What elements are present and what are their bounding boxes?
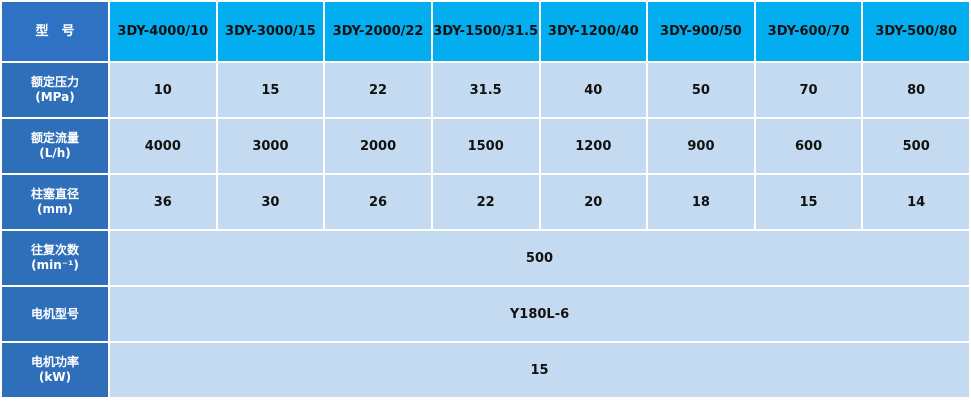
value-cell: 500 xyxy=(861,117,971,175)
value-cell: 15 xyxy=(753,173,864,231)
header-cell: 3DY-4000/10 xyxy=(108,0,218,63)
row-label-line: 电机功率 xyxy=(30,355,79,369)
row-label-line: 额定流量 xyxy=(30,131,79,145)
header-cell: 型 号 xyxy=(0,0,110,63)
header-cell: 3DY-900/50 xyxy=(646,0,756,63)
value-cell: 500 xyxy=(108,229,971,287)
row-label-line: 柱塞直径 xyxy=(30,187,79,201)
header-cell: 3DY-2000/22 xyxy=(323,0,433,63)
row-label-line: (kW) xyxy=(38,370,72,384)
data-row: 额定流量 (L/h) 4000 3000 2000 1500 1200 900 600 500 xyxy=(0,117,971,175)
value-cell: 50 xyxy=(646,61,756,119)
row-label: 柱塞直径 (mm) xyxy=(0,173,110,231)
value-cell: 1500 xyxy=(430,117,541,175)
value-cell: 15 xyxy=(108,341,971,399)
value-cell: 36 xyxy=(108,173,218,231)
header-cell: 3DY-3000/15 xyxy=(215,0,326,63)
value-cell: 1200 xyxy=(538,117,649,175)
value-cell: 18 xyxy=(646,173,756,231)
row-label: 往复次数 (min⁻¹) xyxy=(0,229,110,287)
data-row: 柱塞直径 (mm) 36 30 26 22 20 18 15 14 xyxy=(0,173,971,231)
row-label-line: (mm) xyxy=(37,202,73,216)
row-label-line: (min⁻¹) xyxy=(31,258,79,272)
row-label: 电机功率 (kW) xyxy=(0,341,110,399)
table-body: 型 号 3DY-4000/10 3DY-3000/15 3DY-2000/22 3DY-… xyxy=(0,0,971,399)
data-row: 额定压力 (MPa) 10 15 22 31.5 40 50 70 80 xyxy=(0,61,971,119)
value-cell: 3000 xyxy=(215,117,326,175)
value-cell: 30 xyxy=(215,173,326,231)
row-label: 额定流量 (L/h) xyxy=(0,117,110,175)
row-label-line: (MPa) xyxy=(35,90,75,104)
row-label-line: (L/h) xyxy=(39,146,71,160)
value-cell: 4000 xyxy=(108,117,218,175)
data-row: 电机功率 (kW) 15 xyxy=(0,341,971,399)
header-cell: 3DY-1200/40 xyxy=(538,0,649,63)
value-cell: 40 xyxy=(538,61,649,119)
header-row: 型 号 3DY-4000/10 3DY-3000/15 3DY-2000/22 3DY-… xyxy=(0,0,971,63)
row-label-line: 电机型号 xyxy=(30,306,79,321)
value-cell: 900 xyxy=(646,117,756,175)
header-cell: 3DY-1500/31.5 xyxy=(430,0,541,63)
value-cell: 2000 xyxy=(323,117,433,175)
value-cell: 80 xyxy=(861,61,971,119)
value-cell: 20 xyxy=(538,173,649,231)
value-cell: Y180L-6 xyxy=(108,285,971,343)
row-label-line: 往复次数 xyxy=(30,243,79,257)
value-cell: 22 xyxy=(430,173,541,231)
header-cell: 3DY-500/80 xyxy=(861,0,971,63)
header-cell: 3DY-600/70 xyxy=(753,0,864,63)
spec-table: 型 号 3DY-4000/10 3DY-3000/15 3DY-2000/22 3DY-… xyxy=(0,0,971,399)
value-cell: 600 xyxy=(753,117,864,175)
value-cell: 26 xyxy=(323,173,433,231)
value-cell: 15 xyxy=(215,61,326,119)
value-cell: 70 xyxy=(753,61,864,119)
row-label: 电机型号 xyxy=(0,285,110,343)
data-row: 电机型号 Y180L-6 xyxy=(0,285,971,343)
row-label-line: 额定压力 xyxy=(30,75,79,89)
value-cell: 10 xyxy=(108,61,218,119)
data-row: 往复次数 (min⁻¹) 500 xyxy=(0,229,971,287)
row-label: 额定压力 (MPa) xyxy=(0,61,110,119)
value-cell: 14 xyxy=(861,173,971,231)
value-cell: 22 xyxy=(323,61,433,119)
value-cell: 31.5 xyxy=(430,61,541,119)
